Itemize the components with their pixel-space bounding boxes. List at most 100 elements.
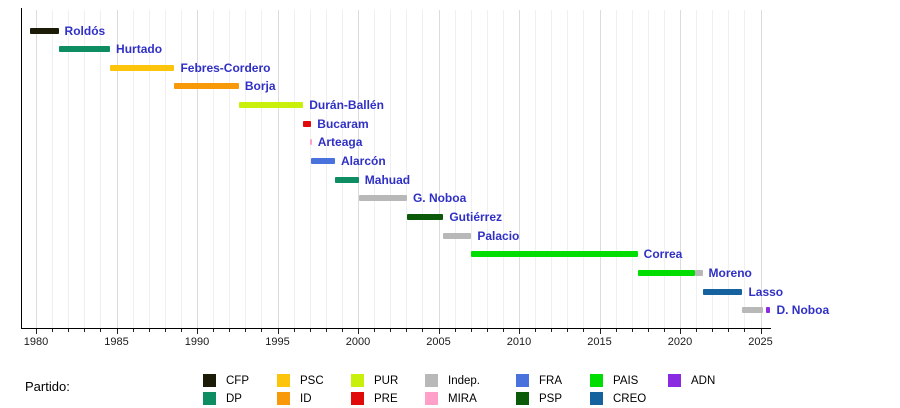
legend-swatch-CFP xyxy=(203,374,216,387)
x-axis-tick-1998 xyxy=(325,329,327,332)
x-axis-tick-1982 xyxy=(68,329,70,332)
gridline-1991 xyxy=(213,10,215,328)
gridline-2020 xyxy=(680,10,681,328)
gridline-1987 xyxy=(148,10,150,328)
gridline-1986 xyxy=(132,10,134,328)
president-label-1: Roldós xyxy=(64,23,106,38)
x-axis-tick-2000 xyxy=(358,329,359,334)
x-axis-tick-1990 xyxy=(197,329,198,334)
legend-title: Partido: xyxy=(25,379,70,394)
x-axis-tick-2008 xyxy=(486,329,488,332)
x-axis-tick-2018 xyxy=(647,329,649,332)
president-label-9: Mahuad xyxy=(364,172,411,187)
x-axis-tick-2010 xyxy=(519,329,520,334)
legend-label-Indep: Indep. xyxy=(448,375,480,387)
gridline-2012 xyxy=(551,10,553,328)
x-axis-tick-2005 xyxy=(438,329,440,334)
gridline-2005 xyxy=(438,10,440,328)
x-axis-tick-2009 xyxy=(502,329,504,332)
president-label-2: Hurtado xyxy=(116,42,163,57)
term-bar-segment-CFP xyxy=(29,27,59,34)
x-axis-tick-1987 xyxy=(148,329,150,332)
gridline-2006 xyxy=(454,10,456,328)
gridline-1980 xyxy=(36,10,37,328)
legend-swatch-PRE xyxy=(351,392,364,405)
x-axis-tick-1991 xyxy=(213,329,215,332)
legend-swatch-ADN xyxy=(668,374,681,387)
x-axis-tick-1984 xyxy=(100,329,102,332)
term-bar-segment-PUR xyxy=(238,102,304,109)
gridline-1999 xyxy=(341,10,343,328)
x-axis-tick-1994 xyxy=(261,329,263,332)
x-axis-tick-2004 xyxy=(422,329,424,332)
president-label-10: G. Noboa xyxy=(412,191,467,206)
legend-label-PSP: PSP xyxy=(539,393,563,405)
gridline-1996 xyxy=(293,10,295,328)
x-axis-tick-1996 xyxy=(293,329,295,332)
gridline-2002 xyxy=(390,10,392,328)
president-label-3: Febres-Cordero xyxy=(180,60,271,75)
legend-label-PRE: PRE xyxy=(374,393,398,405)
legend-swatch-FRA xyxy=(516,374,529,387)
x-axis-tick-label-2025: 2025 xyxy=(748,336,773,348)
gridline-2023 xyxy=(728,10,730,328)
gridline-1985 xyxy=(116,10,118,328)
legend-label-MIRA: MIRA xyxy=(448,393,477,405)
president-label-14: Moreno xyxy=(708,265,752,280)
gridline-2009 xyxy=(502,10,504,328)
term-bar-segment-PSP xyxy=(406,214,444,220)
x-axis-tick-1986 xyxy=(132,329,134,332)
x-axis-tick-2014 xyxy=(583,329,585,332)
x-axis-tick-2003 xyxy=(406,329,408,332)
legend-swatch-PSP xyxy=(516,392,529,405)
gridline-2019 xyxy=(663,10,665,328)
x-axis-tick-2021 xyxy=(696,329,698,332)
y-axis-line xyxy=(21,8,22,329)
gridline-2021 xyxy=(696,10,698,328)
gridline-2003 xyxy=(406,10,408,328)
gridline-1992 xyxy=(229,10,231,328)
term-bar-segment-PAIS xyxy=(471,251,638,258)
gridline-1984 xyxy=(100,10,102,328)
term-bar-segment-PRE xyxy=(303,120,312,127)
term-bar-segment-ADN xyxy=(765,307,771,314)
president-label-7: Arteaga xyxy=(317,135,363,150)
gridline-2014 xyxy=(583,10,585,328)
president-label-6: Bucaram xyxy=(317,116,369,131)
x-axis-tick-1983 xyxy=(84,329,86,332)
term-bar-segment-Indep. xyxy=(443,232,472,239)
legend-label-DP: DP xyxy=(226,393,242,405)
x-axis-tick-2013 xyxy=(567,329,569,332)
x-axis-tick-2015 xyxy=(599,329,601,334)
gridline-2004 xyxy=(422,10,424,328)
gridline-1990 xyxy=(197,10,198,328)
x-axis-tick-1993 xyxy=(245,329,247,332)
gridline-1982 xyxy=(68,10,70,328)
legend-swatch-MIRA xyxy=(425,392,438,405)
president-label-15: Lasso xyxy=(748,284,784,299)
president-label-11: Gutiérrez xyxy=(449,210,503,224)
legend-label-CREO: CREO xyxy=(613,393,647,405)
x-axis-tick-1981 xyxy=(52,329,54,332)
legend-swatch-DP xyxy=(203,392,216,405)
gridline-2025 xyxy=(760,10,762,328)
gridline-1998 xyxy=(325,10,327,328)
term-bar-segment-MIRA xyxy=(309,139,312,146)
legend-swatch-PSC xyxy=(277,374,290,387)
x-axis-tick-1992 xyxy=(229,329,231,332)
x-axis-tick-2011 xyxy=(535,329,537,332)
legend-label-PUR: PUR xyxy=(374,375,399,387)
president-label-16: D. Noboa xyxy=(776,303,830,318)
legend-swatch-Indep xyxy=(425,374,438,387)
gridline-2011 xyxy=(535,10,537,328)
x-axis-tick-2022 xyxy=(712,329,714,332)
gridline-2018 xyxy=(647,10,649,328)
x-axis-tick-2012 xyxy=(551,329,553,332)
gridline-2010 xyxy=(519,10,520,328)
x-axis-tick-label-2015: 2015 xyxy=(587,336,612,348)
president-label-5: Durán-Ballén xyxy=(309,98,384,113)
gridline-2016 xyxy=(615,10,617,328)
x-axis-tick-label-1980: 1980 xyxy=(23,336,49,348)
president-label-13: Correa xyxy=(643,247,683,262)
gridline-1988 xyxy=(164,10,166,328)
